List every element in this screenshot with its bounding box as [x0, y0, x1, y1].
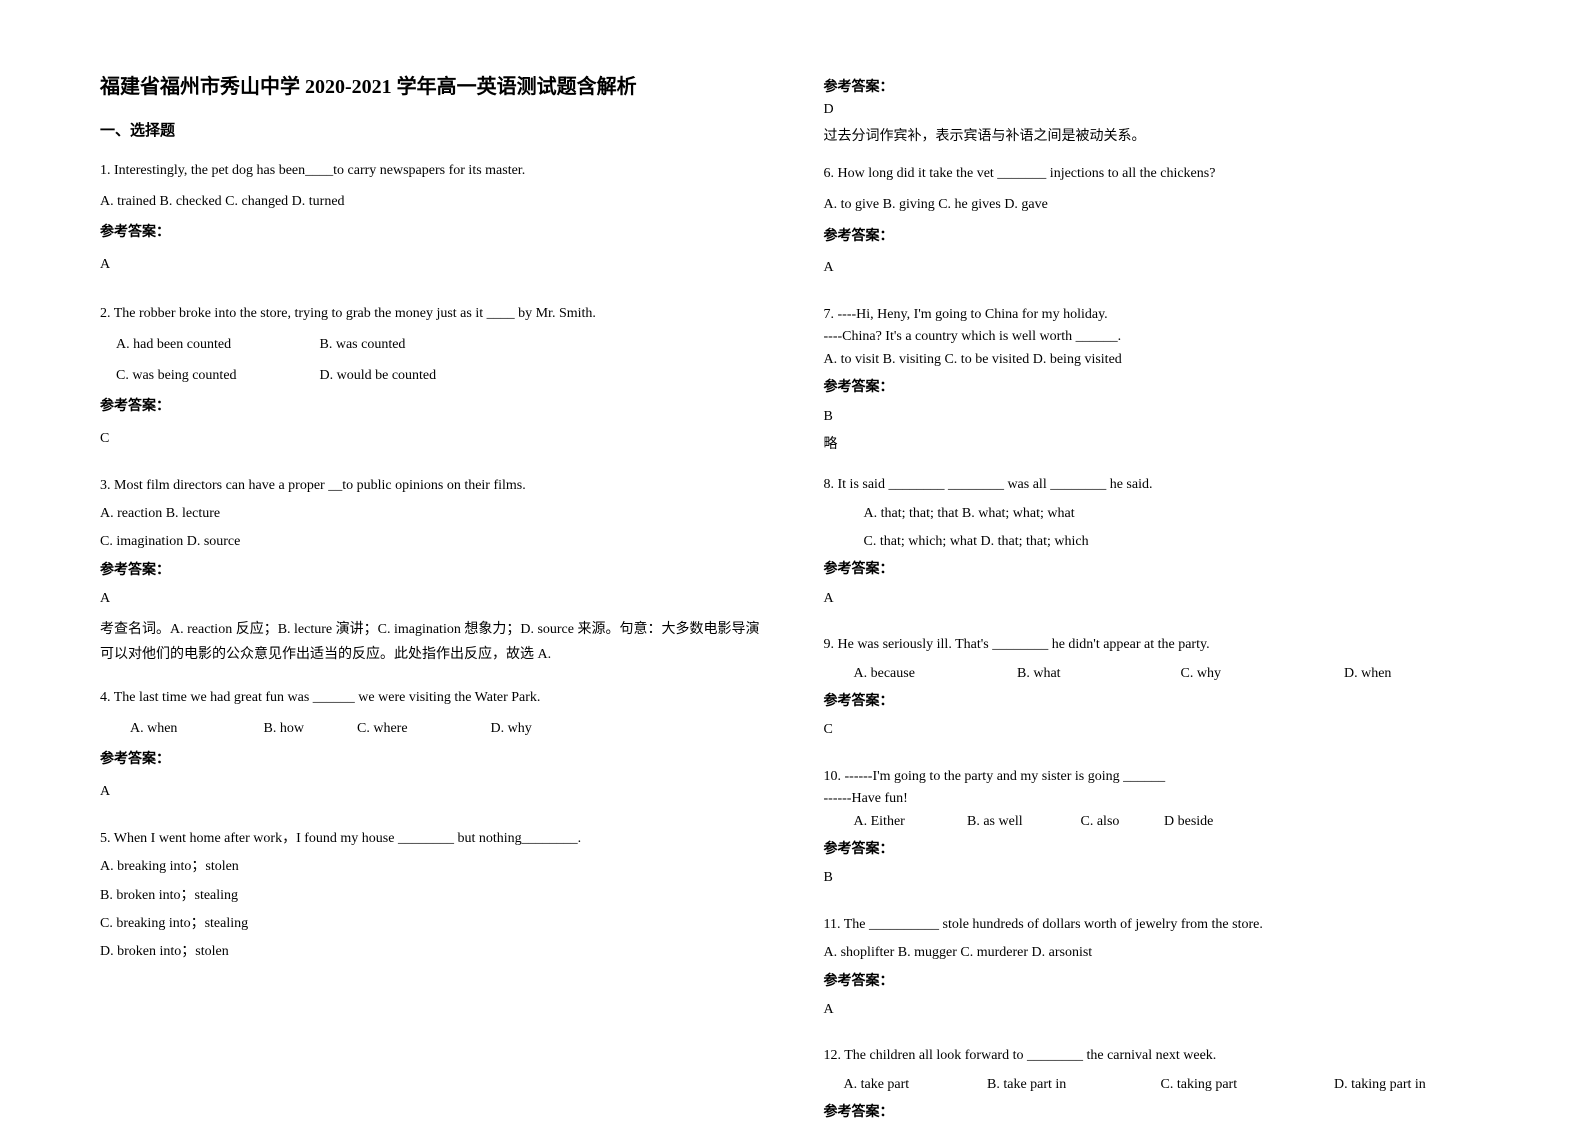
answer-value: D: [824, 102, 1488, 118]
question-10: 10. ------I'm going to the party and my …: [824, 766, 1488, 896]
option-a: A. when: [130, 716, 260, 741]
option-b: B. as well: [967, 811, 1077, 833]
answer-label: 参考答案：: [100, 747, 764, 772]
answer-value: A: [824, 255, 1488, 280]
answer-label: 参考答案：: [824, 971, 1488, 993]
question-line: 10. ------I'm going to the party and my …: [824, 766, 1488, 788]
question-text: 5. When I went home after work，I found m…: [100, 828, 764, 850]
question-options: A. that; that; that B. what; what; what: [824, 503, 1488, 525]
question-options: A. to visit B. visiting C. to be visited…: [824, 349, 1488, 371]
question-11: 11. The __________ stole hundreds of dol…: [824, 914, 1488, 1028]
question-options: C. imagination D. source: [100, 531, 764, 553]
answer-note: 略: [824, 434, 1488, 456]
option-c: C. breaking into；stealing: [100, 913, 764, 935]
answer-label: 参考答案：: [824, 839, 1488, 861]
answer-label: 参考答案：: [824, 559, 1488, 581]
question-1: 1. Interestingly, the pet dog has been__…: [100, 158, 764, 283]
option-d: D. would be counted: [320, 368, 437, 383]
question-12: 12. The children all look forward to ___…: [824, 1045, 1488, 1130]
option-c: C. why: [1181, 663, 1341, 685]
answer-explanation: 考查名词。A. reaction 反应；B. lecture 演讲；C. ima…: [100, 617, 764, 667]
answer-label: 参考答案：: [824, 1102, 1488, 1124]
question-7: 7. ----Hi, Heny, I'm going to China for …: [824, 304, 1488, 456]
option-d: D. taking part in: [1334, 1077, 1426, 1092]
left-column: 福建省福州市秀山中学 2020-2021 学年高一英语测试题含解析 一、选择题 …: [100, 70, 764, 1082]
answer-value: C: [824, 719, 1488, 741]
answer-value: A: [100, 779, 764, 804]
option-a: A. had been counted: [116, 332, 316, 357]
option-b: B. take part in: [987, 1074, 1157, 1096]
question-options-row: A. take part B. take part in C. taking p…: [824, 1074, 1488, 1096]
answer-label: 参考答案：: [100, 220, 764, 245]
answer-explanation: 过去分词作宾补，表示宾语与补语之间是被动关系。: [824, 124, 1488, 149]
question-options-row: A. Either B. as well C. also D beside: [824, 811, 1488, 833]
option-a: A. Either: [854, 811, 964, 833]
question-options: A. to give B. giving C. he gives D. gave: [824, 192, 1488, 217]
option-c: C. was being counted: [116, 363, 316, 388]
option-a: A. because: [854, 663, 1014, 685]
question-3: 3. Most film directors can have a proper…: [100, 475, 764, 667]
answer-label: 参考答案：: [824, 377, 1488, 399]
question-line: ------Have fun!: [824, 788, 1488, 810]
question-options: A. trained B. checked C. changed D. turn…: [100, 189, 764, 214]
question-options: A. reaction B. lecture: [100, 503, 764, 525]
option-b: B. broken into；stealing: [100, 885, 764, 907]
answer-label: 参考答案：: [824, 76, 1488, 96]
answer-value: B: [824, 406, 1488, 428]
answer-label: 参考答案：: [100, 394, 764, 419]
option-c: C. where: [357, 716, 487, 741]
question-8: 8. It is said ________ ________ was all …: [824, 474, 1488, 616]
question-line: 7. ----Hi, Heny, I'm going to China for …: [824, 304, 1488, 326]
question-text: 12. The children all look forward to ___…: [824, 1045, 1488, 1067]
question-text: 9. He was seriously ill. That's ________…: [824, 634, 1488, 656]
question-text: 1. Interestingly, the pet dog has been__…: [100, 158, 764, 183]
question-9: 9. He was seriously ill. That's ________…: [824, 634, 1488, 748]
answer-value: B: [824, 867, 1488, 889]
question-options-row: C. was being counted D. would be counted: [100, 363, 764, 388]
answer-value: A: [824, 588, 1488, 610]
option-d: D. why: [491, 721, 532, 736]
answer-value: A: [100, 252, 764, 277]
question-4: 4. The last time we had great fun was __…: [100, 685, 764, 810]
question-options-row: A. when B. how C. where D. why: [100, 716, 764, 741]
answer-label: 参考答案：: [824, 691, 1488, 713]
question-text: 11. The __________ stole hundreds of dol…: [824, 914, 1488, 936]
question-options: C. that; which; what D. that; that; whic…: [824, 531, 1488, 553]
option-b: B. how: [264, 716, 354, 741]
question-text: 6. How long did it take the vet _______ …: [824, 161, 1488, 186]
question-2: 2. The robber broke into the store, tryi…: [100, 301, 764, 457]
option-d: D. when: [1344, 666, 1391, 681]
option-b: B. was counted: [320, 337, 406, 352]
question-text: 4. The last time we had great fun was __…: [100, 685, 764, 710]
question-options-row: A. because B. what C. why D. when: [824, 663, 1488, 685]
document-title: 福建省福州市秀山中学 2020-2021 学年高一英语测试题含解析: [100, 70, 764, 99]
question-5: 5. When I went home after work，I found m…: [100, 828, 764, 970]
answer-label: 参考答案：: [824, 224, 1488, 249]
answer-label: 参考答案：: [100, 560, 764, 582]
option-b: B. what: [1017, 663, 1177, 685]
answer-value: A: [100, 588, 764, 610]
right-column: 参考答案： D 过去分词作宾补，表示宾语与补语之间是被动关系。 6. How l…: [824, 70, 1488, 1082]
question-text: 2. The robber broke into the store, tryi…: [100, 301, 764, 326]
question-line: ----China? It's a country which is well …: [824, 326, 1488, 348]
question-options-row: A. had been counted B. was counted: [100, 332, 764, 357]
answer-value: C: [100, 426, 764, 451]
question-text: 3. Most film directors can have a proper…: [100, 475, 764, 497]
option-a: A. breaking into；stolen: [100, 856, 764, 878]
question-text: 8. It is said ________ ________ was all …: [824, 474, 1488, 496]
option-a: A. take part: [844, 1074, 984, 1096]
answer-value: A: [824, 999, 1488, 1021]
section-header: 一、选择题: [100, 119, 764, 140]
option-c: C. also: [1081, 811, 1161, 833]
option-d: D beside: [1164, 814, 1213, 829]
option-d: D. broken into；stolen: [100, 941, 764, 963]
question-options: A. shoplifter B. mugger C. murderer D. a…: [824, 942, 1488, 964]
option-c: C. taking part: [1161, 1074, 1331, 1096]
question-6: 6. How long did it take the vet _______ …: [824, 161, 1488, 286]
